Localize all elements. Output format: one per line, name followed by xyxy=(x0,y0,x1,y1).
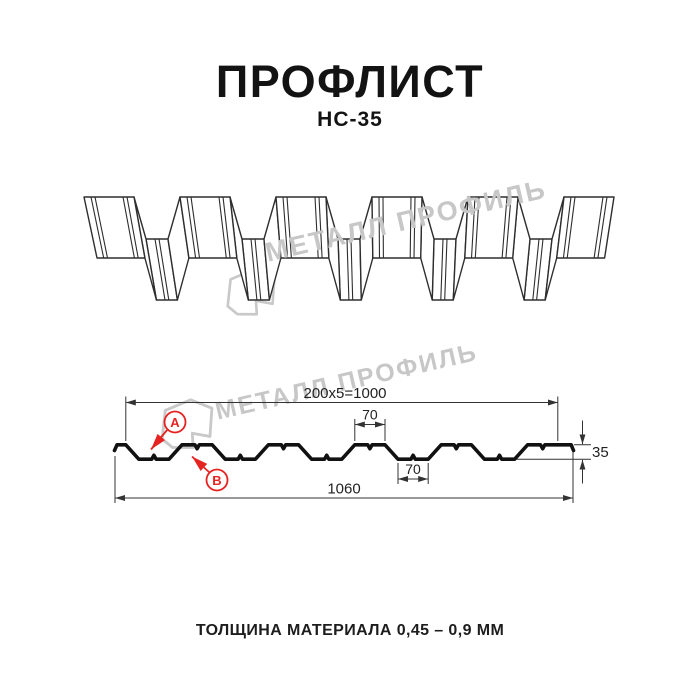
flange-rib-lines xyxy=(90,196,608,259)
dim-top-rib-label: 70 xyxy=(362,407,378,423)
dim-overall-width-label: 1060 xyxy=(327,481,360,498)
marker-a-label: A xyxy=(170,415,180,430)
dim-pitch-label: 200x5=1000 xyxy=(304,385,387,402)
dim-height-label: 35 xyxy=(592,444,609,461)
dim-bottom-rib-label: 70 xyxy=(405,461,421,477)
thickness-note: ТОЛЩИНА МАТЕРИАЛА 0,45 – 0,9 ММ xyxy=(195,622,505,639)
cross-section-profile-line xyxy=(112,443,576,461)
marker-a: A xyxy=(150,410,187,451)
marker-b-label: B xyxy=(212,473,221,488)
profile-code: НС-35 xyxy=(317,108,383,131)
brand-logo-icon xyxy=(226,268,276,316)
valley-rib-lines xyxy=(154,238,544,301)
page-title: ПРОФЛИСТ xyxy=(215,56,485,107)
marker-b: B xyxy=(191,455,229,492)
profile-cross-section: 200x5=1000 70 70 1060 35 A B xyxy=(112,385,609,503)
profile-3d-drawing xyxy=(83,196,615,301)
